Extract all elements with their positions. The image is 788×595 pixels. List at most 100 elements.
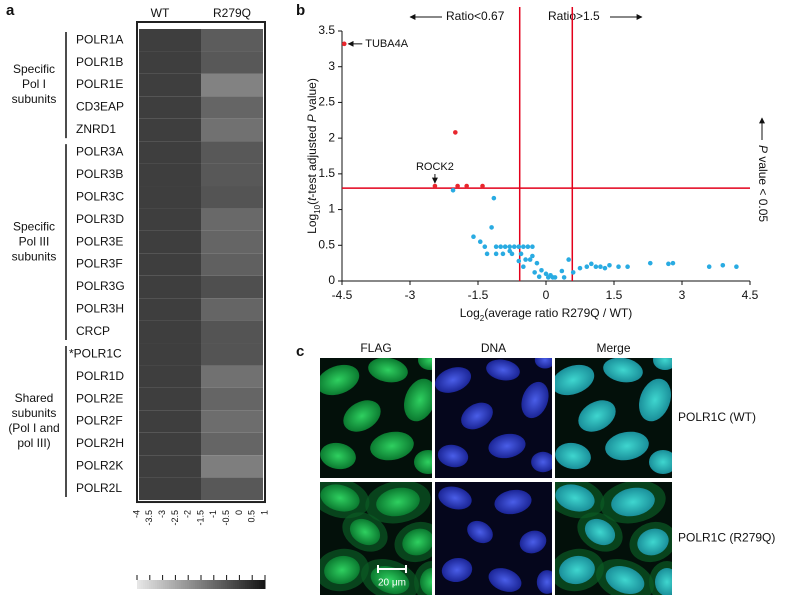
heat-cell (139, 343, 201, 366)
y-tick-label: 1.5 (318, 166, 335, 180)
colorbar-step (229, 580, 232, 589)
colorbar-step (255, 580, 258, 589)
heat-cell (139, 230, 201, 254)
point (471, 234, 476, 240)
nucleus (639, 378, 671, 422)
column-header: R279Q (213, 6, 251, 20)
heat-cell (139, 455, 201, 478)
nucleus (519, 530, 547, 554)
nucleus (461, 402, 493, 430)
heat-cell (201, 410, 263, 433)
colorbar-step (153, 580, 156, 589)
point (577, 265, 583, 271)
point (507, 244, 513, 250)
label-part: ( (305, 201, 319, 205)
heat-cell (139, 73, 201, 97)
heat-cell (139, 387, 201, 411)
colorbar-step (217, 580, 220, 589)
x-tick-label: -1.5 (468, 288, 489, 302)
y-tick-label: 0.5 (318, 237, 335, 251)
label-part: 2 (480, 314, 485, 323)
heat-cell (201, 432, 263, 456)
row-label: POLR1B (76, 55, 123, 69)
point (489, 225, 494, 230)
row-label: POLR3H (76, 302, 124, 316)
colorbar-step (179, 580, 182, 589)
heat-cell (201, 29, 263, 52)
colorbar-step (245, 580, 248, 589)
colorbar-step (163, 580, 166, 589)
point (666, 261, 671, 267)
column-header: FLAG (360, 341, 391, 355)
label-part: P (756, 145, 770, 153)
micrograph (320, 358, 432, 478)
row-label: ZNRD1 (76, 122, 116, 136)
colorbar-step (139, 580, 142, 589)
nucleus (435, 367, 472, 393)
group-label: (Pol I and (8, 421, 59, 435)
y-tick-label: 1 (328, 202, 335, 216)
colorbar-step (151, 580, 154, 589)
row-label: *POLR1C (69, 346, 122, 360)
point (525, 244, 531, 250)
point (559, 268, 565, 274)
colorbar-step (177, 580, 180, 589)
nucleus (578, 400, 616, 432)
point (450, 187, 456, 193)
point (341, 41, 347, 47)
heat-cell (139, 253, 201, 276)
nucleus (420, 568, 432, 595)
colorbar-step (193, 580, 196, 589)
nucleus (370, 565, 410, 595)
point (453, 130, 458, 135)
colorbar-step (141, 580, 144, 589)
row-label: POLR2K (76, 459, 123, 473)
heat-cell (139, 186, 201, 209)
nucleus (376, 487, 420, 517)
heat-cell (201, 343, 263, 366)
group-label: pol III) (17, 436, 50, 450)
nucleus (349, 518, 381, 546)
point (518, 251, 524, 257)
row-label: POLR3B (76, 167, 123, 181)
colorbar-step (175, 580, 178, 589)
nucleus (486, 359, 520, 381)
cells (555, 358, 672, 474)
row-label: POLR1C (R279Q) (678, 531, 775, 545)
colorbar-tick-label: -2 (183, 510, 193, 518)
heat-cell (201, 118, 263, 142)
y-axis-label: Log10(t-test adjusted P value) (305, 78, 321, 234)
colorbar-step (169, 580, 172, 589)
label-part: Log (305, 214, 319, 234)
heat-cell (139, 141, 201, 164)
micrograph (435, 358, 552, 478)
heat-cell (201, 208, 263, 231)
heatmap-frame (136, 21, 266, 504)
heat-cell (201, 141, 263, 164)
colorbar-tick-label: -4 (131, 510, 141, 518)
scale-bar-label: 20 μm (378, 578, 406, 589)
panel-label: a (6, 2, 15, 19)
x-tick-label: 4.5 (742, 288, 759, 302)
colorbar-step (221, 580, 224, 589)
ratio-label: Ratio>1.5 (548, 9, 600, 23)
colorbar-step (227, 580, 230, 589)
heat-cell (139, 96, 201, 119)
colorbar-step (173, 580, 176, 589)
heat-cell (201, 163, 263, 187)
colorbar-step (249, 580, 252, 589)
micrograph (555, 358, 672, 478)
colorbar-tick-label: -1.5 (195, 510, 205, 526)
heat-cell (201, 455, 263, 478)
row-label: CRCP (76, 324, 110, 338)
colorbar-step (199, 580, 202, 589)
heat-cell (139, 208, 201, 231)
colorbar-step (197, 580, 200, 589)
point (477, 239, 483, 245)
point (493, 251, 499, 257)
point (720, 262, 726, 268)
nucleus (437, 444, 469, 468)
heat-cell (139, 275, 201, 299)
colorbar-step (225, 580, 228, 589)
colorbar-step (167, 580, 170, 589)
